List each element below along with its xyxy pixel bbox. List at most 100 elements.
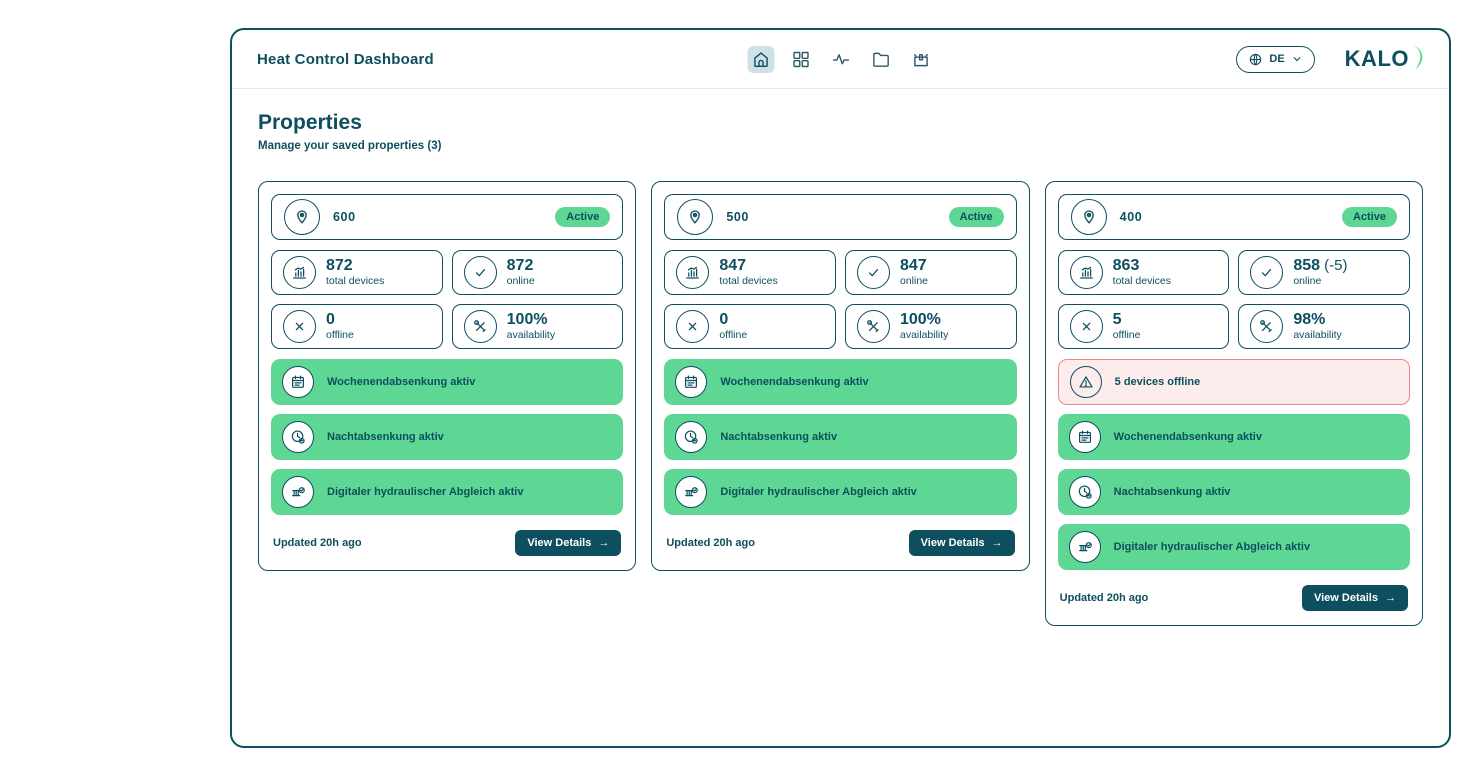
updated-timestamp: Updated 20h ago [666,537,755,549]
page-title: Properties [258,111,362,134]
stats-grid: 847 total devices 847 online 0 offline 100% ava… [664,250,1017,349]
stat-value: 863 [1112,256,1140,274]
calendar-icon [1068,421,1101,453]
box-icon[interactable] [907,46,934,73]
stat-value: 858 (-5) [1293,256,1348,274]
bar-chart-icon [1069,256,1103,289]
feature-row: Nachtabsenkung aktiv [271,414,624,460]
location-pin-icon [1070,199,1107,235]
stat-tile-availability: 98% availability [1238,304,1410,349]
stat-label: availability [899,329,949,342]
folder-icon[interactable] [867,46,894,73]
check-circle-icon [463,256,497,289]
row-label: Digitaler hydraulischer Abgleich aktiv [720,486,917,498]
logo-text: KALO [1344,46,1409,71]
stat-value: 0 [326,310,335,328]
x-circle-icon [283,310,316,343]
chevron-down-icon [1291,53,1303,65]
stat-label: offline [326,329,354,342]
language-selector[interactable]: DE [1236,45,1315,73]
clock-icon [282,421,314,453]
tools-icon [856,310,890,343]
stat-tile-total-devices: 863 total devices [1057,250,1230,295]
row-label: Wochenendabsenkung aktiv [720,376,869,388]
home-icon[interactable] [747,45,774,73]
stat-tile-offline: 0 offline [664,304,836,349]
row-label: 5 devices offline [1114,376,1201,388]
row-label: Nachtabsenkung aktiv [327,431,444,443]
tools-icon [1250,310,1284,343]
view-details-button[interactable]: View Details → [908,530,1015,556]
stat-label: offline [719,329,748,342]
stat-value: 100% [506,310,548,328]
view-details-label: View Details [920,537,985,549]
status-rows: Wochenendabsenkung aktiv Nachtabsenkung a… [664,359,1017,515]
alert-row: 5 devices offline [1057,359,1410,405]
stat-tile-online: 872 online [451,250,624,295]
bar-chart-icon [676,256,710,289]
x-circle-icon [1069,310,1103,343]
updated-timestamp: Updated 20h ago [273,537,362,549]
stat-tile-availability: 100% availability [844,304,1017,349]
view-details-label: View Details [1313,592,1378,604]
check-circle-icon [856,256,890,289]
check-circle-icon [1250,256,1284,289]
radiator-check-icon [1068,531,1101,563]
stat-label: online [1293,275,1322,288]
arrow-right-icon: → [991,537,1003,549]
status-badge: Active [1341,207,1397,227]
activity-icon[interactable] [827,46,854,73]
radiator-check-icon [282,476,314,508]
stat-tile-total-devices: 847 total devices [664,250,836,295]
stat-tile-offline: 0 offline [271,304,443,349]
page-subtitle: Manage your saved properties (3) [258,140,442,152]
feature-row: Wochenendabsenkung aktiv [664,359,1017,405]
row-label: Nachtabsenkung aktiv [1113,486,1231,498]
kalo-logo: KALO [1345,43,1424,76]
stats-grid: 872 total devices 872 online 0 offline 100% ava… [271,250,624,349]
property-header: 500 Active [664,194,1017,240]
bar-chart-icon [283,256,316,289]
stat-label: total devices [326,275,385,288]
feature-row: Digitaler hydraulischer Abgleich aktiv [664,469,1017,515]
stat-suffix: (-5) [1320,256,1348,274]
row-label: Wochenendabsenkung aktiv [1113,431,1262,443]
stat-value: 5 [1112,310,1122,328]
stat-label: offline [1112,329,1141,342]
x-circle-icon [676,310,710,343]
updated-timestamp: Updated 20h ago [1059,592,1149,604]
stat-label: availability [506,329,556,342]
status-rows: Wochenendabsenkung aktiv Nachtabsenkung a… [271,359,624,515]
arrow-right-icon: → [1384,592,1396,604]
status-rows: 5 devices offline Wochenendabsenkung akti… [1057,359,1410,570]
tools-icon [463,310,497,343]
feature-row: Wochenendabsenkung aktiv [271,359,624,405]
card-footer: Updated 20h ago View Details → [271,530,623,558]
view-details-button[interactable]: View Details → [515,530,622,556]
clock-icon [1068,476,1101,508]
property-card: 400 Active 863 total devices 858 (-5) onlin… [1044,181,1423,626]
grid-icon[interactable] [787,46,814,73]
header-right: DE KALO [1236,43,1424,76]
stats-grid: 863 total devices 858 (-5) online 5 offline 98… [1057,250,1410,349]
stat-tile-online: 858 (-5) online [1238,250,1410,295]
language-code: DE [1269,53,1285,65]
property-number: 600 [333,210,356,224]
property-header: 400 Active [1057,194,1410,240]
stat-value: 847 [719,256,747,274]
property-number: 500 [726,210,749,224]
row-label: Wochenendabsenkung aktiv [327,376,476,388]
property-card: 600 Active 872 total devices 872 online 0 off… [258,181,637,571]
card-footer: Updated 20h ago View Details → [1058,585,1410,613]
property-number: 400 [1119,210,1143,224]
property-card: 500 Active 847 total devices 847 online 0 off… [651,181,1030,571]
view-details-button[interactable]: View Details → [1301,585,1408,611]
view-details-label: View Details [527,537,592,549]
main-content: Properties Manage your saved properties … [232,89,1449,746]
status-badge: Active [555,207,611,227]
stat-label: online [506,275,535,288]
calendar-icon [675,366,708,398]
card-footer: Updated 20h ago View Details → [664,530,1016,558]
stat-label: total devices [719,275,778,288]
globe-icon [1248,52,1263,67]
